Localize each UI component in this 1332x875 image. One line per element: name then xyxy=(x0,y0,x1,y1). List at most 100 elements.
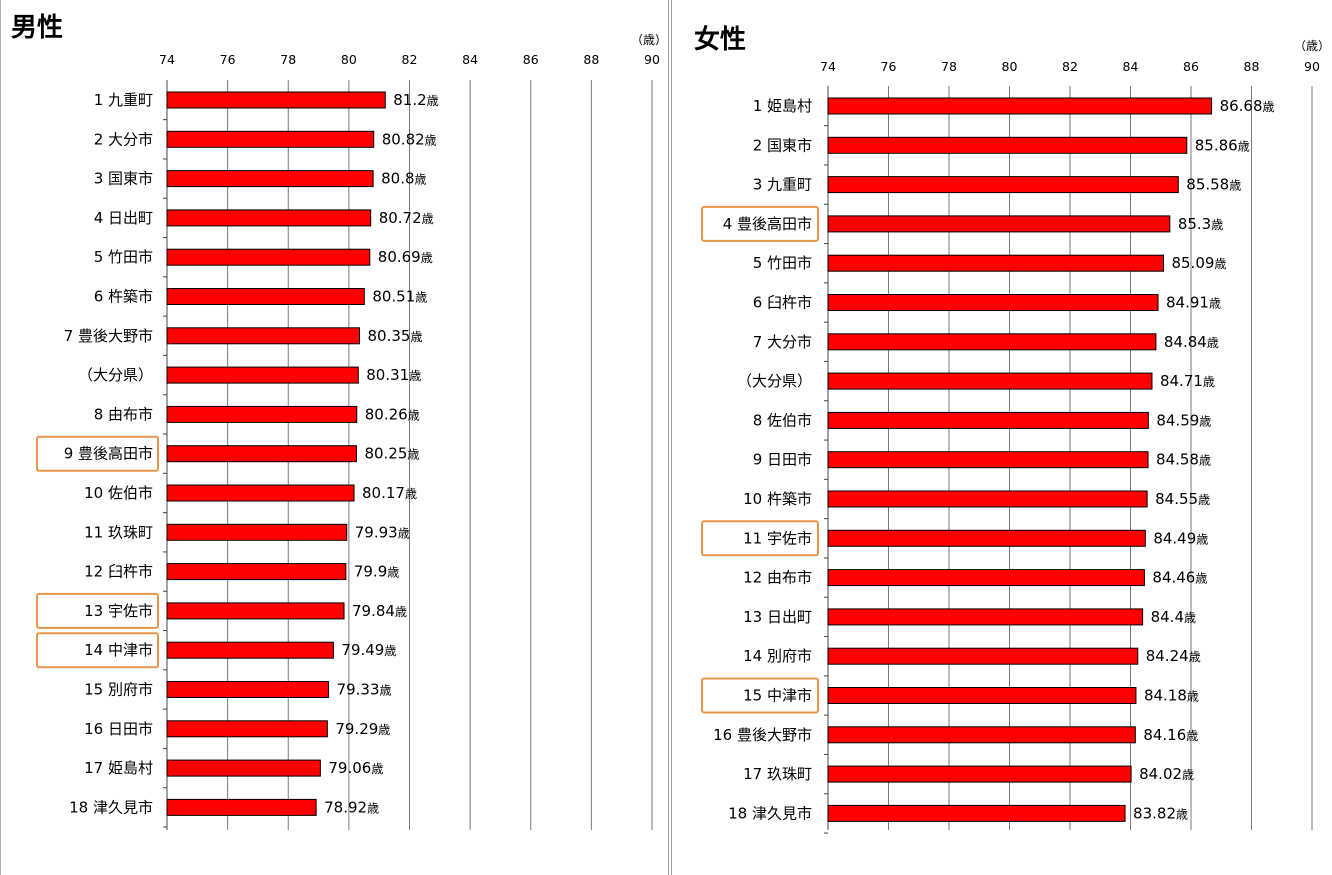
value-suffix: 歳 xyxy=(409,369,421,383)
value-label: 80.69歳 xyxy=(378,248,433,266)
bar xyxy=(166,720,328,738)
highlight-box xyxy=(36,435,159,472)
category-label: 6 臼杵市 xyxy=(753,294,812,312)
value-number: 85.58 xyxy=(1186,176,1229,194)
value-number: 79.33 xyxy=(337,681,380,699)
value-label: 84.59歳 xyxy=(1156,411,1211,429)
value-label: 80.8歳 xyxy=(381,170,426,188)
bar xyxy=(827,490,1148,508)
category-label: 14 別府市 xyxy=(743,647,812,665)
value-number: 84.46 xyxy=(1152,569,1195,587)
category-label: 16 日田市 xyxy=(84,720,153,738)
bar xyxy=(166,209,372,227)
value-label: 84.18歳 xyxy=(1144,687,1199,705)
category-label: 5 竹田市 xyxy=(753,254,812,272)
value-label: 84.71歳 xyxy=(1160,372,1215,390)
category-label: 12 臼杵市 xyxy=(84,563,153,581)
bar xyxy=(827,176,1179,194)
category-label: 11 宇佐市 xyxy=(743,529,812,547)
x-tick-label: 84 xyxy=(462,52,478,67)
x-tick-label: 78 xyxy=(280,52,296,67)
category-label: 12 由布市 xyxy=(743,569,812,587)
value-suffix: 歳 xyxy=(1198,493,1210,507)
category-label: 9 豊後高田市 xyxy=(64,445,153,463)
x-tick-label: 88 xyxy=(1244,59,1260,74)
value-number: 80.82 xyxy=(382,130,425,148)
value-suffix: 歳 xyxy=(380,684,392,698)
value-suffix: 歳 xyxy=(1203,375,1215,389)
value-suffix: 歳 xyxy=(1209,297,1221,311)
bar xyxy=(827,647,1139,665)
x-tick-label: 76 xyxy=(881,59,897,74)
bar xyxy=(166,484,355,502)
value-label: 84.16歳 xyxy=(1143,726,1198,744)
value-suffix: 歳 xyxy=(410,330,422,344)
value-label: 84.46歳 xyxy=(1152,569,1207,587)
value-label: 85.09歳 xyxy=(1171,254,1226,272)
bar xyxy=(827,804,1126,822)
category-label: 3 国東市 xyxy=(94,170,153,188)
value-number: 84.16 xyxy=(1143,726,1186,744)
category-label: 8 由布市 xyxy=(94,405,153,423)
x-tick-label: 80 xyxy=(341,52,357,67)
value-suffix: 歳 xyxy=(1229,179,1241,193)
value-suffix: 歳 xyxy=(378,723,390,737)
value-number: 80.35 xyxy=(367,327,410,345)
value-number: 80.51 xyxy=(372,288,415,306)
value-number: 79.49 xyxy=(341,641,384,659)
bar xyxy=(166,366,359,384)
value-label: 80.17歳 xyxy=(362,484,417,502)
x-tick-label: 84 xyxy=(1123,59,1139,74)
bar xyxy=(827,254,1164,272)
value-suffix: 歳 xyxy=(384,644,396,658)
value-number: 84.91 xyxy=(1166,294,1209,312)
value-number: 83.82 xyxy=(1133,804,1176,822)
bar xyxy=(827,372,1153,390)
value-label: 85.58歳 xyxy=(1186,176,1241,194)
value-label: 79.93歳 xyxy=(355,523,410,541)
category-label: 1 姫島村 xyxy=(753,97,812,115)
value-suffix: 歳 xyxy=(422,212,434,226)
female-chart-panel: 女性 （歳） 74 76 78 80 82 84 86 88 90 1 姫島村 86.68歳 2 国東市 8… xyxy=(672,0,1332,875)
category-label: 3 九重町 xyxy=(753,176,812,194)
value-number: 85.86 xyxy=(1195,136,1238,154)
value-suffix: 歳 xyxy=(405,487,417,501)
x-tick-label: 74 xyxy=(159,52,175,67)
bar xyxy=(827,608,1144,626)
value-suffix: 歳 xyxy=(1189,650,1201,664)
category-label: （大分県） xyxy=(78,366,153,384)
value-number: 84.71 xyxy=(1160,372,1203,390)
category-label: 9 日田市 xyxy=(753,451,812,469)
highlight-box xyxy=(701,677,819,714)
value-number: 84.4 xyxy=(1151,608,1184,626)
value-label: 85.86歳 xyxy=(1195,136,1250,154)
bar xyxy=(827,97,1213,115)
value-label: 79.49歳 xyxy=(341,641,396,659)
value-label: 79.84歳 xyxy=(352,602,407,620)
value-number: 84.84 xyxy=(1164,333,1207,351)
x-tick-label: 88 xyxy=(583,52,599,67)
value-label: 79.9歳 xyxy=(354,563,399,581)
category-label: （大分県） xyxy=(737,372,812,390)
highlight-box xyxy=(36,632,159,669)
value-label: 80.26歳 xyxy=(365,405,420,423)
value-label: 84.24歳 xyxy=(1146,647,1201,665)
value-label: 83.82歳 xyxy=(1133,804,1188,822)
bar xyxy=(827,569,1145,587)
value-suffix: 歳 xyxy=(1176,807,1188,821)
category-label: 7 大分市 xyxy=(753,333,812,351)
value-suffix: 歳 xyxy=(415,173,427,187)
value-number: 85.3 xyxy=(1178,215,1211,233)
value-label: 84.58歳 xyxy=(1156,451,1211,469)
x-tick-label: 76 xyxy=(220,52,236,67)
bar xyxy=(827,529,1146,547)
category-label: 4 豊後高田市 xyxy=(723,215,812,233)
value-suffix: 歳 xyxy=(1211,218,1223,232)
category-label: 10 佐伯市 xyxy=(84,484,153,502)
value-suffix: 歳 xyxy=(367,801,379,815)
value-label: 80.51歳 xyxy=(372,288,427,306)
value-label: 84.02歳 xyxy=(1139,765,1194,783)
value-number: 80.8 xyxy=(381,170,414,188)
bar xyxy=(827,726,1136,744)
value-number: 80.31 xyxy=(366,366,409,384)
